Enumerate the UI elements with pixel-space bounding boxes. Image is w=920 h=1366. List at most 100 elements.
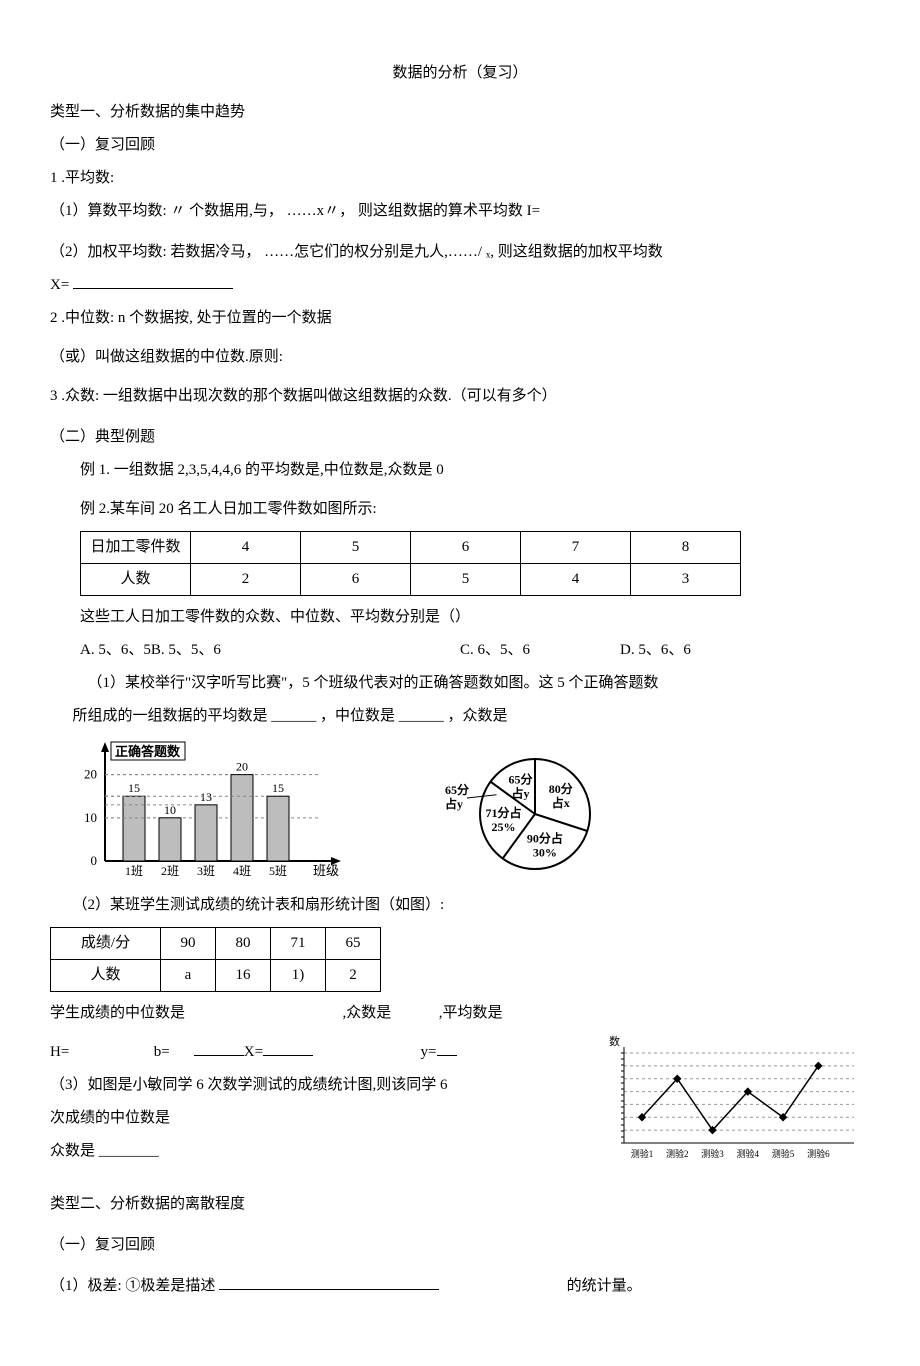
blank-line [73,274,233,289]
table-parts: 日加工零件数 4 5 6 7 8 人数 2 6 5 4 3 [80,531,741,596]
cell: 6 [411,532,521,564]
median-line2: （或）叫做这组数据的中位数.原则: [50,344,870,371]
svg-text:80分: 80分 [549,781,573,796]
page-title: 数据的分析（复习） [50,60,870,87]
question-2: （2）某班学生测试成绩的统计表和扇形统计图（如图）: [50,892,870,919]
table-row: 日加工零件数 4 5 6 7 8 [81,532,741,564]
svg-text:25%: 25% [491,820,515,834]
cell: 1) [271,960,326,992]
mean-arithmetic: （1）算数平均数: 〃 个数据用,与， ……x〃， 则这组数据的算术平均数 I= [50,198,870,225]
q2-vars: H= b=X= y= [50,1039,578,1066]
median-line1: 2 .中位数: n 个数据按, 处于位置的一个数据 [50,305,870,332]
svg-text:90分占: 90分占 [527,830,563,845]
table-scores: 成绩/分 90 80 71 65 人数 a 16 1) 2 [50,927,381,992]
review-header: （一）复习回顾 [50,132,870,159]
blank [194,1041,244,1056]
cell: 日加工零件数 [81,532,191,564]
svg-text:5班: 5班 [269,864,287,878]
svg-text:13: 13 [200,790,212,804]
cell: 16 [216,960,271,992]
mode-line: 3 .众数: 一组数据中出现次数的那个数据叫做这组数据的众数.（可以有多个） [50,383,870,410]
svg-text:20: 20 [236,760,248,774]
var-y: y= [421,1044,437,1060]
cell: a [161,960,216,992]
svg-text:测验4: 测验4 [737,1148,760,1159]
svg-text:65分: 65分 [445,782,469,797]
svg-text:0: 0 [91,853,98,868]
mean-weighted-eq: X= [50,272,870,299]
type2-header: 类型二、分析数据的离散程度 [50,1191,870,1218]
cell: 2 [191,564,301,596]
cell: 90 [161,928,216,960]
svg-text:测验3: 测验3 [701,1148,724,1159]
mean-header: 1 .平均数: [50,165,870,192]
svg-text:占y: 占y [512,786,530,801]
choice-c: C. 6、5、6 [460,637,620,664]
cell: 2 [326,960,381,992]
svg-text:15: 15 [272,781,284,795]
cell: 65 [326,928,381,960]
svg-text:3班: 3班 [197,864,215,878]
table-row: 人数 2 6 5 4 3 [81,564,741,596]
svg-text:数: 数 [609,1035,620,1048]
cell: 5 [411,564,521,596]
svg-text:占y: 占y [445,796,463,811]
blank [219,1275,439,1290]
table-row: 成绩/分 90 80 71 65 [51,928,381,960]
svg-text:1班: 1班 [125,864,143,878]
mean-weighted: （2）加权平均数: 若数据冷马， ……怎它们的权分别是九人,……/ ₓ, 则这组… [50,239,870,266]
cell: 4 [521,564,631,596]
cell: 人数 [81,564,191,596]
question-1-cont: 所组成的一组数据的平均数是 ______ ，中位数是 ______ ，众数是 [50,703,870,730]
svg-text:测验5: 测验5 [772,1148,795,1159]
q2-line2: 学生成绩的中位数是 ,众数是 ,平均数是 [50,1000,870,1027]
cell: 8 [631,532,741,564]
blank [437,1041,457,1056]
text: 学生成绩的中位数是 [50,1005,185,1021]
svg-text:班级: 班级 [313,863,339,878]
eq-label: X= [50,277,69,293]
svg-text:测验6: 测验6 [807,1148,830,1159]
review2-header: （一）复习回顾 [50,1232,870,1259]
question-1: （1）某校举行"汉字听写比赛"，5 个班级代表对的正确答题数如图。这 5 个正确… [50,670,870,697]
choices: A. 5、6、5B. 5、5、6 C. 6、5、6 D. 5、6、6 [50,637,870,664]
choice-a: A. 5、6、5B. 5、5、6 [80,637,360,664]
cell: 5 [301,532,411,564]
text: ,众数是 [343,1005,392,1021]
blank [263,1041,313,1056]
svg-text:测验1: 测验1 [631,1148,654,1159]
table-row: 人数 a 16 1) 2 [51,960,381,992]
svg-text:正确答题数: 正确答题数 [115,744,181,759]
range-line: （1）极差: ①极差是描述 的统计量。 [50,1273,870,1300]
svg-text:测验2: 测验2 [666,1148,689,1159]
cell: 3 [631,564,741,596]
example-2: 例 2.某车间 20 名工人日加工零件数如图所示: [50,496,870,523]
question-3-cont: 次成绩的中位数是 [50,1105,578,1132]
svg-text:65分: 65分 [509,772,533,787]
question-3: （3）如图是小敏同学 6 次数学测试的成绩统计图,则该同学 6 [50,1072,578,1099]
text: ,平均数是 [439,1005,503,1021]
line-chart: 数测验1 测验2 测验3 测验4 测验5 测验6 [590,1033,870,1173]
cell: 80 [216,928,271,960]
svg-text:15: 15 [128,781,140,795]
examples-header: （二）典型例题 [50,424,870,451]
svg-text:30%: 30% [533,845,557,859]
pie-chart: 80分占x90分占30%71分占25%65分占y65分占y [415,736,645,886]
cell: 人数 [51,960,161,992]
svg-text:10: 10 [84,810,97,825]
svg-text:20: 20 [84,767,97,782]
var-x: X= [244,1044,263,1060]
type1-header: 类型一、分析数据的集中趋势 [50,99,870,126]
cell: 6 [301,564,411,596]
question-3-mode: 众数是 ________ [50,1138,578,1165]
example-1: 例 1. 一组数据 2,3,5,4,4,6 的平均数是,中位数是,众数是 0 [50,457,870,484]
cell: 71 [271,928,326,960]
var-h: H= [50,1039,150,1066]
svg-text:4班: 4班 [233,864,251,878]
text: 的统计量。 [567,1278,642,1294]
cell: 4 [191,532,301,564]
svg-text:占x: 占x [552,795,570,810]
cell: 7 [521,532,631,564]
cell: 成绩/分 [51,928,161,960]
example-2-question: 这些工人日加工零件数的众数、中位数、平均数分别是（） [50,604,870,631]
